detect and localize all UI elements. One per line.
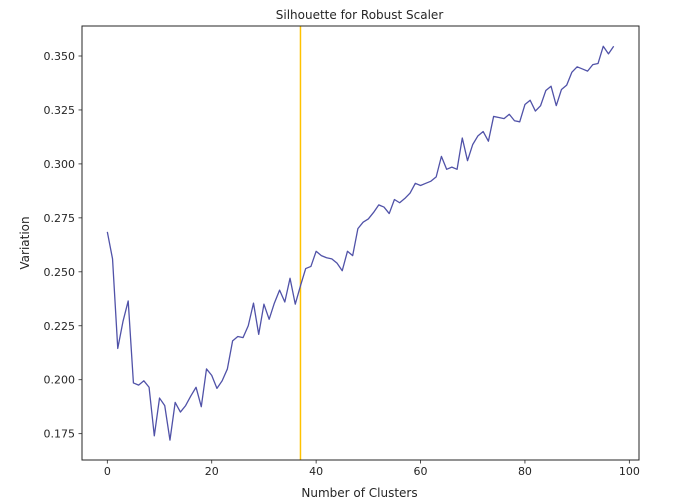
y-tick-label: 0.300	[44, 158, 76, 171]
y-axis-label: Variation	[18, 216, 32, 269]
y-tick-label: 0.350	[44, 50, 76, 63]
y-tick-label: 0.200	[44, 374, 76, 387]
y-tick-label: 0.275	[44, 212, 76, 225]
chart-title: Silhouette for Robust Scaler	[276, 8, 444, 22]
x-tick-label: 100	[619, 465, 640, 478]
x-tick-label: 80	[518, 465, 532, 478]
plot-frame	[81, 25, 640, 461]
y-tick-label: 0.225	[44, 320, 76, 333]
series-line	[106, 45, 615, 441]
y-tick-label: 0.250	[44, 266, 76, 279]
x-tick-label: 20	[205, 465, 219, 478]
y-tick-label: 0.325	[44, 104, 76, 117]
y-tick-label: 0.175	[44, 428, 76, 441]
x-tick-label: 0	[104, 465, 111, 478]
x-axis-label: Number of Clusters	[301, 486, 417, 500]
x-tick-label: 60	[414, 465, 428, 478]
plot-area: 0 20 40 60 80 100 0.175 0.200 0.225 0.250 0.275 0.3…	[44, 25, 640, 478]
x-tick-label: 40	[309, 465, 323, 478]
